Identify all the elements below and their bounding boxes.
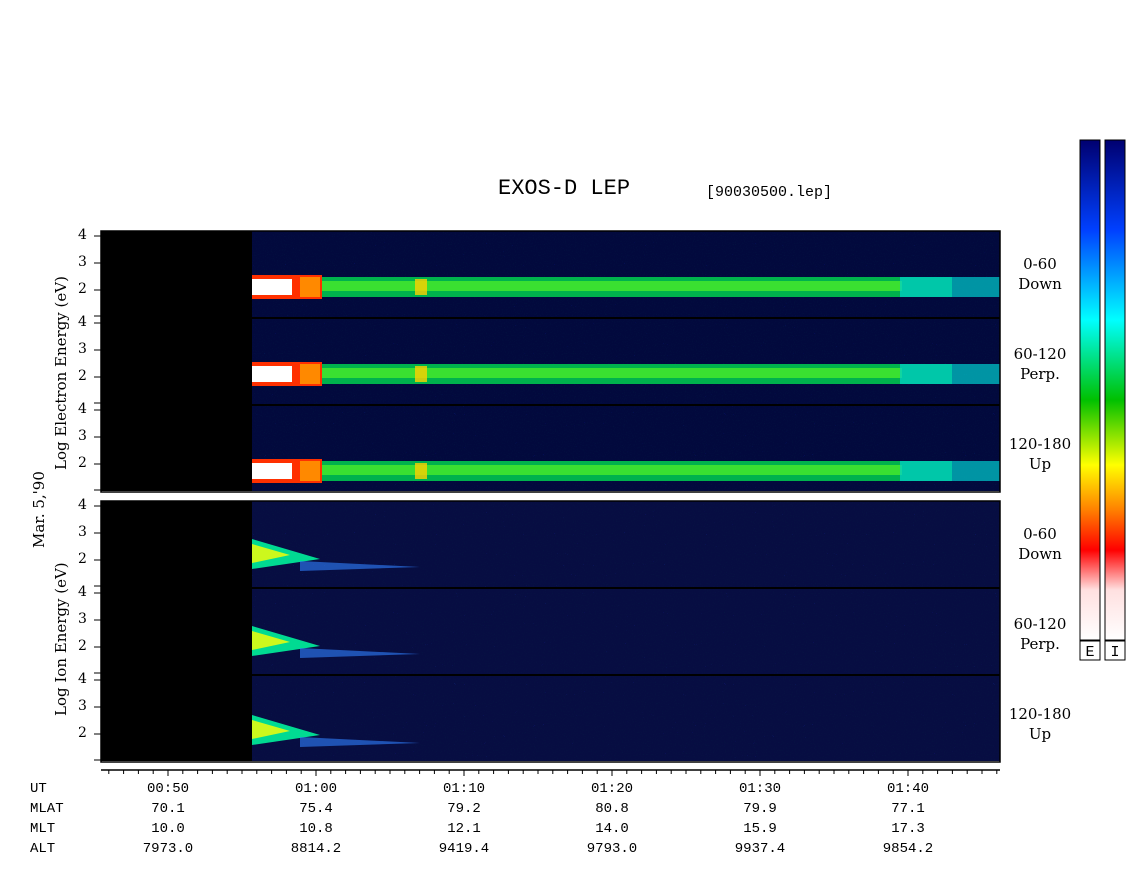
ephemeris-mlt-value: 10.8 [299, 821, 333, 837]
ephemeris-mlat-value: 80.8 [595, 801, 629, 817]
row-label-mlt: MLT [30, 821, 56, 837]
ephemeris-mlat-value: 75.4 [299, 801, 333, 817]
y-tick-label: 3 [78, 698, 87, 714]
panel-label-i-up: 120-180 Up [1008, 705, 1072, 743]
colorbar-label-e: E [1085, 644, 1094, 661]
y-tick-label: 3 [78, 524, 87, 540]
colorbar-label-i: I [1110, 644, 1119, 661]
ephemeris-mlt-value: 17.3 [891, 821, 925, 837]
panel-label-e-down: 0-60 Down [1018, 255, 1062, 293]
ephemeris-alt-value: 9419.4 [438, 841, 490, 857]
ephemeris-ut-value: 01:40 [886, 781, 929, 797]
y-tick-label: 4 [78, 671, 87, 687]
y-tick-label: 3 [78, 254, 87, 270]
electron-panel-up [101, 405, 1000, 491]
y-tick-label: 2 [78, 725, 87, 741]
ephemeris-mlt-value: 12.1 [447, 821, 481, 837]
y-tick-label: 2 [78, 455, 87, 471]
ephemeris-mlt-value: 14.0 [595, 821, 629, 837]
ion-panel-down [101, 501, 1000, 587]
ephemeris-mlt-value: 15.9 [743, 821, 777, 837]
y-axis-label-ion: Log Ion Energy (eV) [52, 562, 70, 716]
ephemeris-mlat-value: 79.9 [743, 801, 777, 817]
chart-title: EXOS-D LEP [498, 176, 631, 201]
y-tick-label: 4 [78, 401, 87, 417]
ephemeris-mlat-value: 77.1 [891, 801, 925, 817]
ephemeris-alt-value: 7973.0 [142, 841, 194, 857]
ephemeris-ut-value: 01:10 [442, 781, 485, 797]
y-tick-label: 2 [78, 281, 87, 297]
y-tick-label: 3 [78, 428, 87, 444]
y-tick-label: 2 [78, 368, 87, 384]
ephemeris-alt-value: 9854.2 [882, 841, 934, 857]
y-tick-label: 4 [78, 584, 87, 600]
ephemeris-mlt-value: 10.0 [151, 821, 185, 837]
ephemeris-alt-value: 9793.0 [586, 841, 638, 857]
y-tick-label: 2 [78, 551, 87, 567]
electron-panel-perp [101, 318, 1000, 404]
ion-panel-perp [101, 588, 1000, 674]
panel-label-i-perp: 60-120 Perp. [1013, 615, 1067, 653]
ephemeris-alt-value: 9937.4 [734, 841, 786, 857]
panel-label-e-perp: 60-120 Perp. [1013, 345, 1067, 383]
row-label-alt: ALT [30, 841, 56, 857]
ephemeris-mlat-value: 79.2 [447, 801, 481, 817]
ephemeris-ut-value: 01:30 [738, 781, 781, 797]
ephemeris-ut-value: 01:00 [294, 781, 337, 797]
date-label: Mar. 5,'90 [30, 471, 48, 548]
y-tick-label: 4 [78, 227, 87, 243]
ephemeris-ut-value: 01:20 [590, 781, 633, 797]
ephemeris-alt-value: 8814.2 [290, 841, 342, 857]
row-label-mlat: MLAT [30, 801, 64, 817]
colorbar-electron [1079, 139, 1101, 641]
electron-panel-down [101, 231, 1000, 317]
y-tick-label: 3 [78, 611, 87, 627]
ion-panel-up [101, 675, 1000, 761]
colorbar-ion [1104, 139, 1126, 641]
y-tick-label: 4 [78, 314, 87, 330]
y-axis-label-electron: Log Electron Energy (eV) [52, 276, 70, 470]
ephemeris-ut-value: 00:50 [146, 781, 189, 797]
file-name: [90030500.lep] [706, 184, 833, 201]
y-tick-label: 2 [78, 638, 87, 654]
panel-label-i-down: 0-60 Down [1018, 525, 1062, 563]
row-label-ut: UT [30, 781, 47, 797]
y-tick-label: 3 [78, 341, 87, 357]
ephemeris-mlat-value: 70.1 [151, 801, 185, 817]
y-tick-label: 4 [78, 497, 87, 513]
panel-label-e-up: 120-180 Up [1008, 435, 1072, 473]
